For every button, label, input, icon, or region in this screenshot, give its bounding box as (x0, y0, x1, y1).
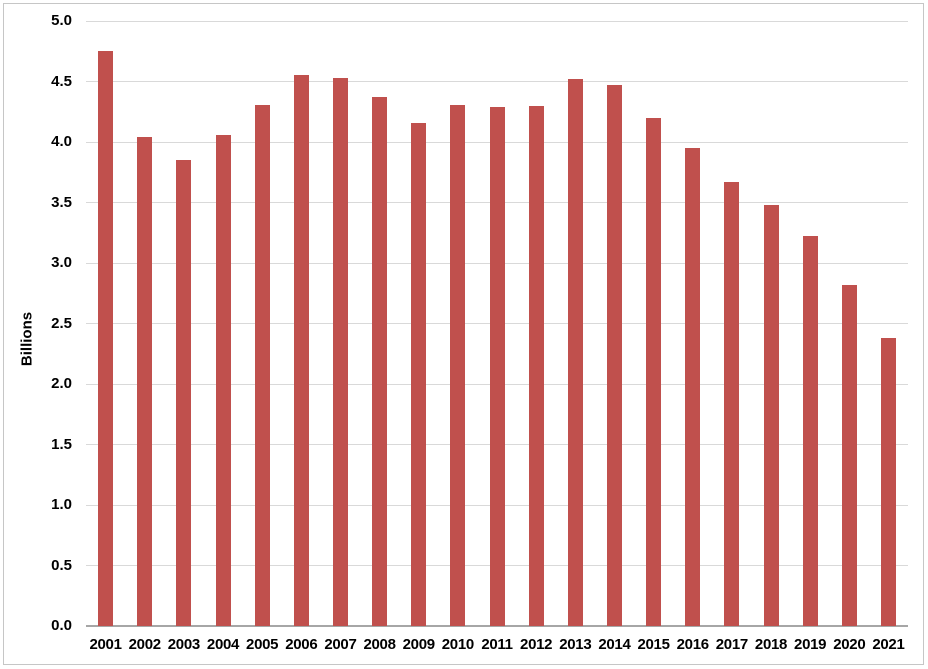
gridline (86, 20, 908, 22)
bar-2009 (411, 122, 427, 626)
y-tick-label-1.0: 1.0 (51, 496, 72, 513)
plot-area (86, 20, 908, 627)
bar-2001 (98, 51, 114, 626)
bar-2017 (724, 181, 740, 626)
y-tick-label-1.5: 1.5 (51, 435, 72, 453)
bar-2005 (254, 104, 270, 626)
x-tick-label-2020: 2020 (833, 636, 866, 653)
gridline (86, 81, 908, 82)
x-tick-label-2003: 2003 (167, 636, 200, 653)
x-axis-line (86, 625, 908, 627)
bar-2002 (137, 137, 153, 626)
x-tick-label-2007: 2007 (324, 636, 357, 653)
bar-2014 (606, 85, 622, 626)
x-tick-label-2001: 2001 (89, 636, 122, 653)
y-tick-label-3.5: 3.5 (51, 193, 72, 211)
bar-2020 (841, 284, 857, 626)
bar-2008 (372, 97, 388, 626)
y-tick-label-2.5: 2.5 (51, 314, 72, 332)
bar-2013 (567, 79, 583, 626)
bar-2011 (489, 106, 505, 626)
y-tick-label-5.0: 5.0 (51, 12, 72, 29)
x-tick-label-2006: 2006 (285, 636, 318, 653)
bar-2012 (528, 105, 544, 626)
x-tick-label-2016: 2016 (676, 636, 709, 653)
x-tick-label-2005: 2005 (246, 636, 279, 653)
x-tick-label-2008: 2008 (363, 636, 396, 653)
x-tick-label-2017: 2017 (715, 636, 748, 653)
y-tick-label-4.5: 4.5 (51, 72, 72, 90)
x-tick-label-2014: 2014 (598, 636, 631, 653)
y-tick-label-2.0: 2.0 (51, 375, 72, 392)
bar-2021 (880, 338, 896, 626)
bar-2006 (293, 75, 309, 626)
bar-2010 (450, 104, 466, 626)
y-tick-label-3.0: 3.0 (51, 254, 72, 271)
y-tick-label-0.5: 0.5 (51, 556, 72, 574)
x-tick-label-2018: 2018 (754, 636, 788, 653)
x-tick-label-2019: 2019 (794, 636, 827, 653)
y-tick-label-0.0: 0.0 (51, 617, 72, 634)
x-tick-label-2009: 2009 (402, 636, 435, 653)
x-tick-label-2011: 2011 (481, 636, 513, 653)
bar-2003 (176, 160, 192, 626)
x-tick-label-2004: 2004 (206, 636, 240, 653)
bar-2007 (332, 77, 348, 626)
bar-2018 (763, 204, 779, 626)
x-tick-label-2021: 2021 (872, 636, 905, 653)
y-tick-label-4.0: 4.0 (51, 133, 72, 150)
x-tick-label-2012: 2012 (520, 636, 553, 653)
x-tick-label-2015: 2015 (637, 636, 670, 653)
x-tick-label-2010: 2010 (441, 636, 474, 653)
bar-2015 (646, 117, 662, 626)
bar-2016 (685, 148, 701, 626)
x-tick-label-2013: 2013 (559, 636, 592, 653)
x-tick-label-2002: 2002 (128, 636, 161, 653)
bar-2019 (802, 236, 818, 626)
chart-frame (3, 3, 924, 665)
bar-2004 (215, 134, 231, 626)
